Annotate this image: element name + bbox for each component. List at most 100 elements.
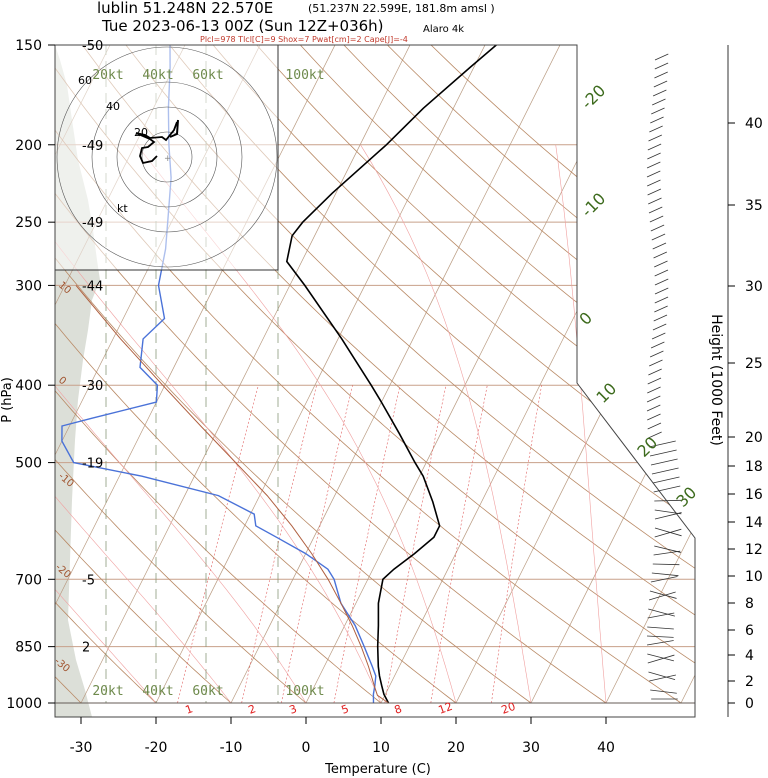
isotherm-line bbox=[530, 45, 695, 704]
wind-barb bbox=[654, 512, 682, 520]
moist-adiabat-label: 10 bbox=[592, 379, 620, 407]
pressure-tick-label: 500 bbox=[15, 456, 42, 472]
wind-barb bbox=[648, 197, 662, 205]
pressure-tick-label: 300 bbox=[15, 278, 42, 294]
temperature-tick-label: 10 bbox=[372, 740, 390, 756]
isotherm-line bbox=[80, 45, 411, 704]
moist-adiabat-label: -10 bbox=[577, 189, 609, 221]
mixing-ratio-line bbox=[491, 385, 542, 704]
dry-adiabat-line bbox=[55, 45, 457, 704]
wind-barb bbox=[647, 626, 674, 630]
dry-adiabat-line bbox=[81, 45, 695, 704]
model-name: Alaro 4k bbox=[423, 24, 464, 35]
wind-barb bbox=[651, 572, 679, 577]
mixing-ratio-label: 2 bbox=[247, 702, 258, 717]
wind-barb bbox=[648, 608, 675, 617]
wind-speed-label: 60kt bbox=[192, 684, 223, 699]
isotherm-line bbox=[380, 45, 695, 704]
pressure-tick-label: 700 bbox=[15, 572, 42, 588]
wind-barb bbox=[654, 296, 669, 304]
mixing-ratio-line bbox=[241, 385, 317, 704]
pressure-tick-label: 200 bbox=[15, 138, 42, 154]
wind-barb bbox=[649, 359, 663, 367]
wind-barb bbox=[647, 188, 662, 196]
wind-barb bbox=[648, 368, 662, 376]
moist-adiabat-label: 0 bbox=[575, 308, 596, 329]
mixing-ratio-label: 8 bbox=[393, 702, 404, 717]
right-axis-label: Height (1000 Feet) bbox=[708, 314, 724, 446]
dry-adiabat-line bbox=[55, 45, 382, 704]
dry-adiabat-line bbox=[55, 45, 532, 704]
temperature-value-label: -19 bbox=[82, 457, 103, 472]
wind-barb bbox=[648, 431, 662, 439]
wind-barb bbox=[654, 53, 669, 61]
wind-barb bbox=[652, 98, 666, 106]
wind-barb bbox=[653, 485, 681, 493]
height-tick-label: 4 bbox=[745, 648, 754, 664]
wind-barb bbox=[649, 440, 676, 448]
mixing-ratio-line bbox=[333, 385, 401, 704]
wind-barb bbox=[653, 251, 668, 259]
wind-barb bbox=[649, 590, 677, 599]
wind-barb bbox=[654, 269, 669, 277]
hodograph-trace-end bbox=[169, 119, 179, 138]
height-tick-label: 14 bbox=[745, 515, 763, 531]
temperature-value-label: -50 bbox=[82, 39, 103, 54]
wind-barb bbox=[654, 528, 682, 538]
temperature-tick-label: 40 bbox=[597, 740, 615, 756]
dry-adiabat-line bbox=[256, 45, 695, 704]
wind-barb bbox=[650, 576, 678, 583]
wind-barb bbox=[649, 125, 663, 133]
moist-adiabat-line bbox=[136, 144, 457, 704]
height-tick-label: 20 bbox=[745, 430, 763, 446]
wind-barb bbox=[646, 640, 674, 646]
dry-adiabat-line bbox=[212, 45, 695, 704]
mixing-ratio-label: 3 bbox=[288, 702, 299, 717]
wind-barb bbox=[652, 563, 680, 566]
wind-barb bbox=[650, 341, 665, 349]
wind-barb bbox=[654, 499, 681, 502]
plot-frame bbox=[54, 44, 729, 718]
height-tick-label: 25 bbox=[745, 356, 763, 372]
height-tick-label: 0 bbox=[745, 696, 754, 712]
isotherm-line bbox=[155, 45, 486, 704]
wind-barb bbox=[646, 170, 661, 178]
temperature-trace bbox=[285, 45, 497, 704]
wind-barb bbox=[653, 80, 668, 88]
wind-speed-label: 20kt bbox=[92, 684, 123, 699]
wind-barb bbox=[648, 134, 662, 142]
wind-barb bbox=[647, 152, 661, 160]
dry-adiabat-label: 0 bbox=[56, 375, 68, 388]
moist-adiabat-line bbox=[360, 144, 532, 704]
height-tick-label: 30 bbox=[745, 279, 763, 295]
pressure-tick-label: 1000 bbox=[6, 696, 42, 712]
dry-adiabat-line bbox=[125, 45, 695, 704]
isotherm-line bbox=[605, 45, 695, 704]
hodograph-ring-label: 60kt bbox=[192, 68, 223, 83]
pressure-tick-label: 250 bbox=[15, 215, 42, 231]
temperature-tick-label: 20 bbox=[447, 740, 465, 756]
hodograph-height-label: 60 bbox=[78, 74, 92, 87]
wind-barb bbox=[647, 413, 661, 421]
temperature-value-label: -44 bbox=[82, 279, 103, 294]
mixing-ratio-line bbox=[430, 385, 488, 704]
isotherm-line bbox=[230, 45, 561, 704]
wind-barb bbox=[647, 143, 662, 151]
dry-adiabat-line bbox=[55, 45, 607, 704]
wind-barb bbox=[649, 449, 677, 457]
height-tick-label: 12 bbox=[745, 542, 763, 558]
wind-barb bbox=[647, 386, 661, 394]
hodograph-ring bbox=[141, 131, 193, 183]
wind-barb bbox=[646, 404, 661, 412]
dry-adiabat-line bbox=[300, 45, 695, 704]
wind-barb bbox=[654, 509, 682, 515]
isotherm-line bbox=[305, 45, 636, 704]
wind-barb bbox=[648, 591, 676, 601]
wind-barb bbox=[653, 314, 668, 322]
wind-barb bbox=[649, 674, 676, 682]
wind-barb bbox=[652, 242, 667, 250]
wind-barb bbox=[654, 260, 668, 268]
wind-barb bbox=[647, 612, 675, 619]
temperature-tick-label: -10 bbox=[220, 740, 243, 756]
